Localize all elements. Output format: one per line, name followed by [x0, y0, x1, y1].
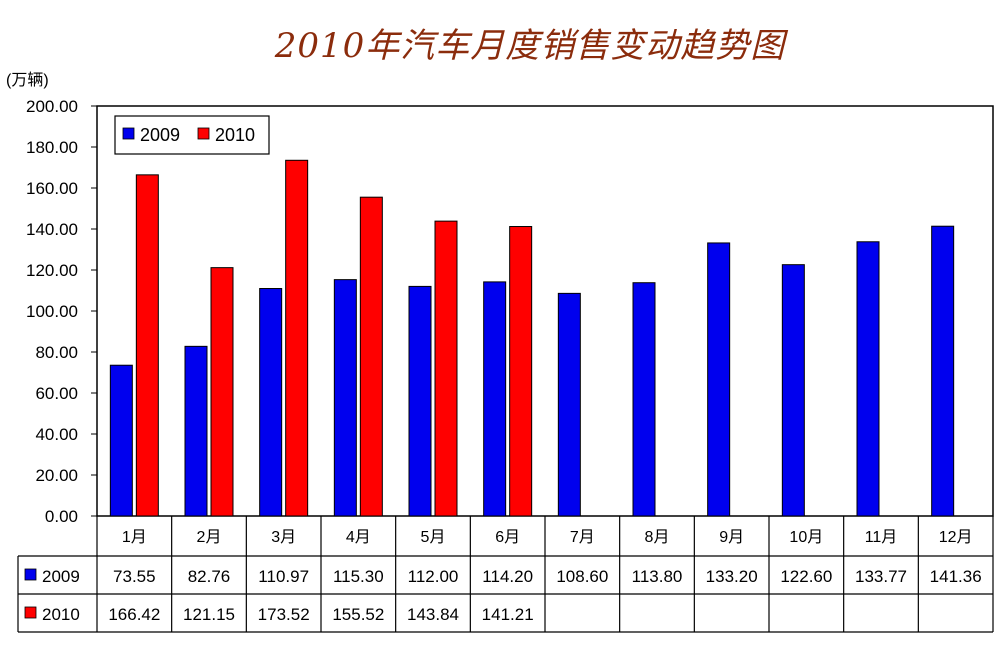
y-tick-label: 160.00 [26, 179, 78, 198]
y-tick-label: 100.00 [26, 302, 78, 321]
data-label: 115.30 [333, 567, 384, 586]
y-tick-label: 180.00 [26, 138, 78, 157]
x-category-label: 11月 [865, 529, 898, 546]
bar-2010-3 [285, 159, 309, 517]
data-label: 110.97 [258, 567, 309, 586]
y-axis: 0.00 20.00 40.00 60.00 80.00 100.00 120.00 140.… [26, 97, 994, 526]
x-category-label: 12月 [939, 529, 973, 546]
x-category-label: 6月 [495, 529, 520, 546]
data-label: 155.52 [332, 605, 384, 624]
bar-2009-12 [931, 225, 955, 517]
data-label: 173.52 [258, 605, 310, 624]
x-category-label: 7月 [570, 529, 595, 546]
bars-group [109, 159, 955, 517]
data-label: 108.60 [556, 567, 608, 586]
legend-label-2009: 2009 [140, 125, 180, 145]
chart-title: 2010年汽车月度销售变动趋势图 [274, 26, 786, 66]
bar-2009-9 [707, 242, 731, 517]
data-label: 141.21 [482, 605, 534, 624]
y-tick-label: 20.00 [35, 466, 78, 485]
bar-2009-11 [856, 241, 880, 517]
table-row-label-2010: 2010 [42, 605, 80, 624]
data-label: 122.60 [780, 567, 832, 586]
y-tick-label: 60.00 [35, 384, 78, 403]
data-label: 82.76 [188, 567, 231, 586]
data-label: 166.42 [108, 605, 160, 624]
bar-2010-1 [135, 174, 159, 517]
data-label: 133.20 [706, 567, 758, 586]
data-label: 121.15 [183, 605, 235, 624]
bar-2009-7 [557, 292, 581, 517]
data-table: 1月 2月 3月 4月 5月 6月 7月 8月 9月 10月 11月 12月 2009 73.55 82.7… [17, 516, 994, 633]
table-swatch-2010 [24, 606, 37, 619]
bar-2009-2 [184, 345, 208, 517]
x-category-label: 3月 [271, 529, 296, 546]
y-tick-label: 0.00 [45, 507, 78, 526]
data-label: 73.55 [113, 567, 156, 586]
bar-2010-6 [509, 226, 533, 517]
data-label: 141.36 [930, 567, 982, 586]
legend-box [114, 115, 270, 155]
bar-2009-3 [259, 288, 283, 517]
legend-label-2010: 2010 [215, 125, 255, 145]
y-tick-label: 40.00 [35, 425, 78, 444]
data-label: 114.20 [482, 567, 533, 586]
bar-2009-10 [781, 264, 805, 517]
y-tick-label: 120.00 [26, 261, 78, 280]
table-row-label-2009: 2009 [42, 567, 80, 586]
data-label: 133.77 [855, 567, 907, 586]
bar-2009-4 [333, 279, 357, 517]
legend: 2009 2010 [114, 115, 270, 155]
y-axis-unit-label: (万辆) [6, 72, 49, 89]
bar-2009-8 [632, 282, 656, 517]
bar-2009-6 [483, 281, 507, 517]
data-label: 112.00 [408, 567, 459, 586]
data-label: 113.80 [632, 567, 683, 586]
x-category-label: 9月 [719, 529, 744, 546]
x-category-label: 1月 [122, 529, 147, 546]
x-category-label: 2月 [197, 529, 222, 546]
y-tick-label: 80.00 [35, 343, 78, 362]
data-label: 143.84 [407, 605, 459, 624]
bar-2010-2 [210, 267, 234, 517]
legend-swatch-2010 [197, 127, 210, 140]
bar-2009-5 [408, 285, 432, 517]
x-category-label: 4月 [346, 529, 371, 546]
bar-2010-5 [434, 220, 458, 517]
legend-swatch-2009 [122, 127, 135, 140]
bar-2009-1 [109, 364, 133, 517]
plot-frame [96, 105, 994, 517]
y-tick-label: 200.00 [26, 97, 78, 116]
x-category-label: 8月 [645, 529, 670, 546]
x-category-label: 5月 [421, 529, 446, 546]
x-category-label: 10月 [789, 529, 823, 546]
bar-2010-4 [359, 196, 383, 517]
y-tick-label: 140.00 [26, 220, 78, 239]
table-swatch-2009 [24, 568, 37, 581]
